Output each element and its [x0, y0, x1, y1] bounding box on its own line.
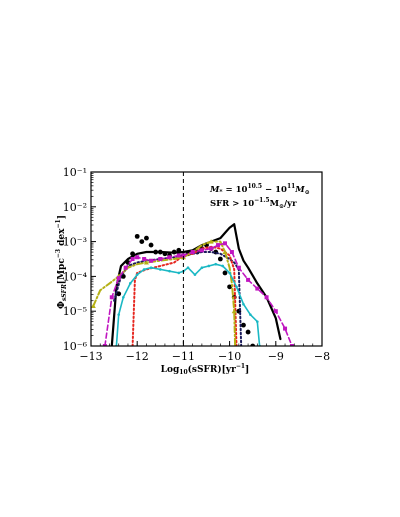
series-6-marker	[159, 268, 162, 271]
series-1-point	[116, 291, 122, 297]
series-5-marker	[135, 255, 140, 260]
y-tick-label: 10⁻³	[63, 236, 87, 249]
series-5-marker	[123, 265, 128, 270]
series-1-point	[227, 284, 233, 290]
series-5-marker	[109, 295, 114, 300]
ticks-layer: −13 −12 −11 −10 −9 −8 10⁻⁶ 10⁻⁵ 10⁻⁴ 10⁻³ 10⁻² 10⁻¹	[63, 166, 330, 363]
series-5-marker	[209, 246, 214, 251]
series-6-marker	[256, 320, 259, 323]
series-6-marker	[122, 295, 125, 299]
annotation-line-2: SFR > 10−1.5M⊙/yr	[210, 197, 297, 210]
series-5-marker	[255, 286, 260, 291]
series-5-marker	[273, 309, 278, 314]
series-5-marker	[283, 326, 288, 331]
y-axis-label: ΦsSFR[Mpc−3 dex−1]	[55, 215, 68, 309]
series-1-point	[222, 270, 228, 276]
series-1-point	[217, 256, 223, 262]
series-5-marker	[229, 250, 234, 255]
series-6-marker	[242, 302, 245, 306]
series-1-point	[130, 251, 135, 257]
series-5-marker	[199, 248, 204, 253]
series-5-marker	[246, 277, 251, 282]
x-tick-label: −10	[218, 350, 241, 363]
series-1-point	[245, 329, 251, 335]
y-tick-label: 10⁻¹	[63, 166, 87, 179]
series-6-marker	[177, 271, 181, 275]
series-1-point	[120, 274, 126, 279]
series-4-marker	[91, 303, 96, 308]
series-5-marker	[190, 250, 195, 255]
series-1-point	[157, 249, 163, 255]
series-6-marker	[168, 269, 171, 273]
series-1-point	[241, 322, 246, 328]
series-1-point	[153, 249, 159, 255]
series-1-point	[171, 249, 177, 255]
series-3-line	[131, 245, 238, 346]
series-4-marker	[143, 259, 149, 265]
series-5-marker	[289, 344, 294, 346]
series-4-marker	[208, 239, 214, 244]
series-5-marker	[158, 257, 163, 261]
series-6-marker	[235, 285, 238, 289]
series-5-marker	[216, 243, 221, 248]
x-tick-label: −8	[314, 350, 330, 363]
series-5-marker	[181, 253, 186, 258]
series-6-marker	[135, 273, 139, 276]
series-1-point	[139, 239, 145, 245]
x-tick-label: −9	[268, 350, 284, 363]
series-5-marker	[176, 253, 181, 258]
y-tick-label: 10⁻⁴	[63, 270, 88, 283]
series-5-marker	[236, 265, 241, 270]
x-tick-label: −13	[79, 350, 102, 363]
y-tick-label: 10⁻²	[63, 201, 87, 214]
series-6-marker	[193, 273, 197, 276]
x-tick-label: −12	[126, 350, 149, 363]
annotation-line-1: M* = 1010.5 − 1011M⊙	[209, 183, 310, 196]
series-5-marker	[102, 344, 107, 346]
x-axis-label: Log10(sSFR)[yr−1]	[161, 363, 250, 376]
y-tick-label: 10⁻⁶	[63, 340, 88, 353]
series-5-marker	[222, 241, 227, 246]
series-5-marker	[142, 257, 147, 261]
series-1-point	[134, 233, 140, 239]
series-6-marker	[117, 313, 121, 316]
series-6-marker	[249, 313, 252, 316]
series-4-line	[92, 240, 237, 346]
x-tick-label: −11	[172, 350, 195, 363]
series-5-marker	[264, 295, 269, 300]
series-4-marker	[222, 249, 228, 255]
series-5-marker	[149, 258, 154, 263]
series-1-point	[176, 247, 182, 253]
series-6-marker	[214, 262, 218, 266]
series-4-marker	[231, 308, 237, 314]
series-6-marker	[207, 264, 211, 268]
series-5-marker	[130, 257, 135, 261]
series-5-marker	[167, 255, 172, 260]
series-6-marker	[228, 271, 231, 275]
series-6-marker	[186, 266, 190, 270]
series-6-marker	[142, 268, 146, 271]
series-6-marker	[149, 266, 153, 270]
series-layer	[91, 223, 294, 346]
series-6-marker	[128, 282, 132, 285]
series-5-marker	[116, 276, 121, 281]
series-1-point	[162, 251, 168, 257]
plot-frame	[90, 171, 323, 347]
series-1-point	[148, 242, 154, 248]
series-1-point	[144, 235, 149, 241]
y-tick-label: 10⁻⁵	[63, 305, 87, 318]
series-6-marker	[221, 264, 224, 268]
series-6-marker	[200, 266, 204, 270]
series-0-line	[110, 223, 282, 346]
